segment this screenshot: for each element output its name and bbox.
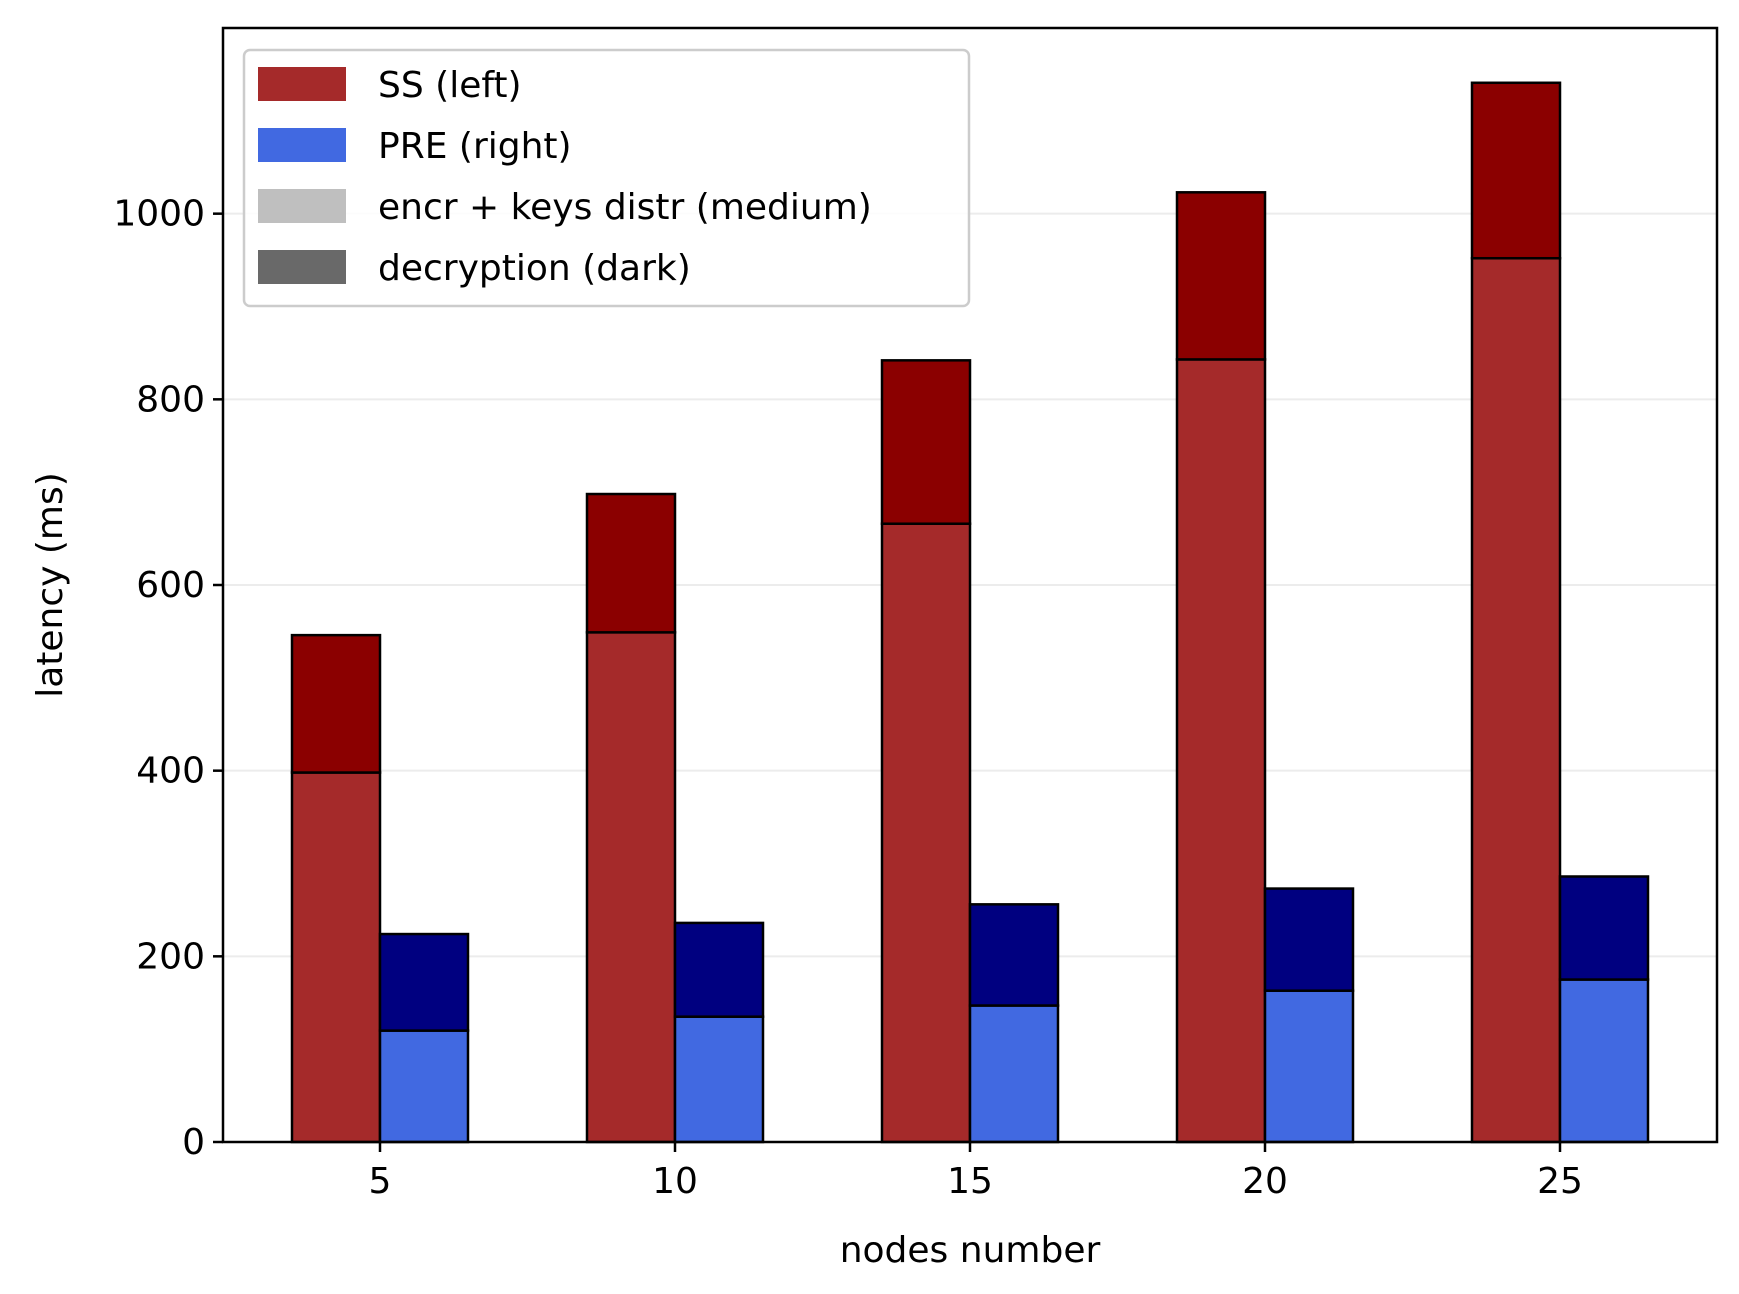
pre-encr-keys-distr-bar-5 bbox=[378, 1029, 470, 1144]
ss-encr-keys-distr-bar-25 bbox=[1470, 256, 1562, 1144]
ss-decryption-bar-20 bbox=[1175, 191, 1267, 361]
x-tick-label: 20 bbox=[1242, 1161, 1288, 1202]
y-tick-label: 0 bbox=[182, 1122, 205, 1163]
y-axis-ticks: 0 200 400 600 800 1000 bbox=[113, 194, 223, 1163]
x-tick-label: 25 bbox=[1537, 1161, 1583, 1202]
y-tick-label: 600 bbox=[136, 565, 205, 606]
ss-encr-keys-distr-bar-10 bbox=[585, 631, 677, 1144]
ss-encr-keys-distr-bar-15 bbox=[880, 522, 972, 1144]
pre-decryption-bar-15 bbox=[968, 903, 1060, 1007]
y-axis-label: latency (ms) bbox=[30, 472, 71, 698]
x-tick-label: 10 bbox=[652, 1161, 698, 1202]
ss-encr-keys-distr-bar-5 bbox=[290, 771, 382, 1144]
ss-decryption-bar-5 bbox=[290, 633, 382, 774]
y-tick-label: 1000 bbox=[113, 194, 205, 235]
y-tick-label: 800 bbox=[136, 379, 205, 420]
pre-encr-keys-distr-bar-15 bbox=[968, 1004, 1060, 1144]
pre-decryption-bar-20 bbox=[1263, 887, 1355, 992]
legend-swatch bbox=[258, 189, 346, 223]
pre-encr-keys-distr-bar-25 bbox=[1558, 978, 1650, 1144]
x-tick-label: 15 bbox=[947, 1161, 993, 1202]
x-axis-label: nodes number bbox=[840, 1230, 1101, 1271]
x-axis-ticks: 5 10 15 20 25 bbox=[369, 1142, 1583, 1202]
legend-swatch bbox=[258, 67, 346, 101]
legend-label: decryption (dark) bbox=[378, 248, 691, 289]
legend-swatch bbox=[258, 250, 346, 284]
x-tick-label: 5 bbox=[369, 1161, 392, 1202]
legend-box bbox=[242, 48, 971, 308]
pre-encr-keys-distr-bar-10 bbox=[673, 1015, 765, 1144]
pre-decryption-bar-10 bbox=[673, 921, 765, 1018]
legend: SS (left) PRE (right) encr + keys distr (m… bbox=[242, 48, 971, 308]
pre-decryption-bar-25 bbox=[1558, 875, 1650, 981]
legend-label: SS (left) bbox=[378, 65, 522, 106]
y-tick-label: 400 bbox=[136, 751, 205, 792]
ss-decryption-bar-25 bbox=[1470, 81, 1562, 260]
ss-decryption-bar-10 bbox=[585, 492, 677, 634]
ss-encr-keys-distr-bar-20 bbox=[1175, 358, 1267, 1144]
pre-encr-keys-distr-bar-20 bbox=[1263, 989, 1355, 1144]
legend-label: PRE (right) bbox=[378, 126, 572, 167]
bars bbox=[290, 81, 1650, 1144]
pre-decryption-bar-5 bbox=[378, 932, 470, 1032]
legend-label: encr + keys distr (medium) bbox=[378, 187, 872, 228]
legend-swatch bbox=[258, 128, 346, 162]
y-tick-label: 200 bbox=[136, 936, 205, 977]
ss-decryption-bar-15 bbox=[880, 359, 972, 525]
